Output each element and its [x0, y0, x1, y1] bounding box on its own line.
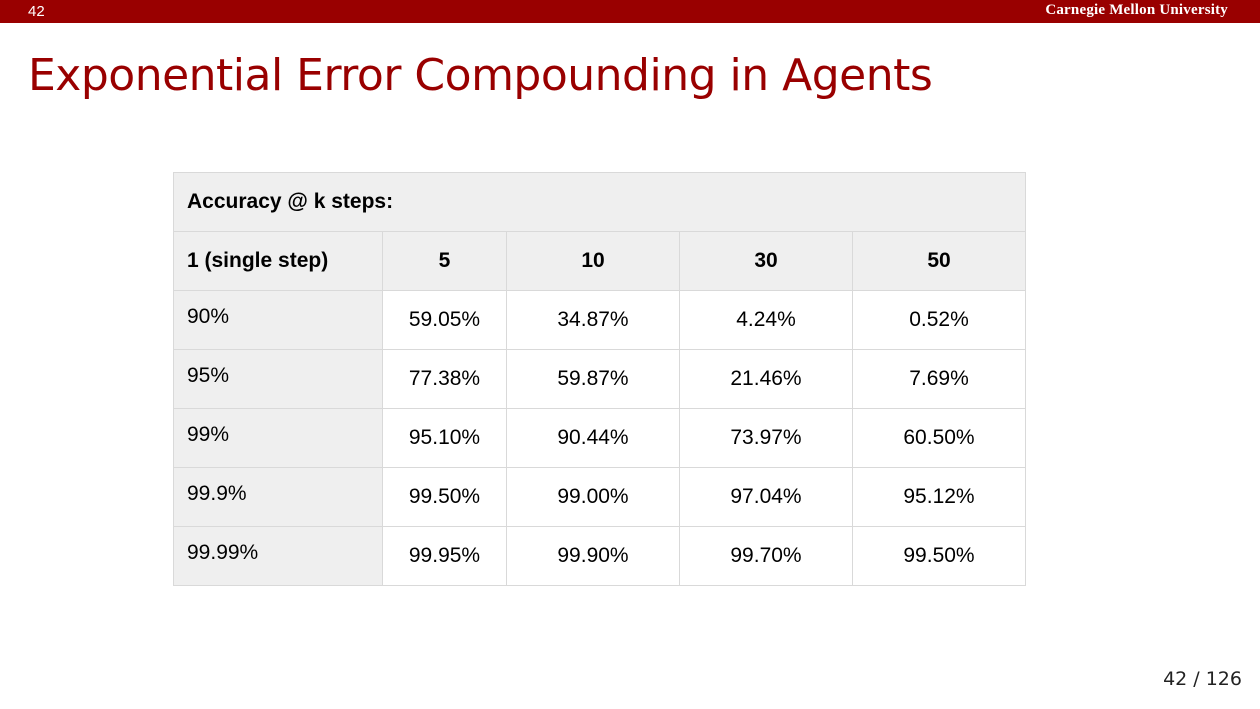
column-header: 5: [382, 231, 507, 291]
column-header: 1 (single step): [173, 231, 383, 291]
table-cell: 0.52%: [852, 290, 1026, 350]
table-cell: 90.44%: [506, 408, 680, 468]
table-caption: Accuracy @ k steps:: [173, 172, 1026, 232]
table-cell: 95.10%: [382, 408, 507, 468]
table-cell: 60.50%: [852, 408, 1026, 468]
table-cell: 4.24%: [679, 290, 853, 350]
top-bar: 42 Carnegie Mellon University: [0, 0, 1260, 23]
table-cell: 73.97%: [679, 408, 853, 468]
row-header: 90%: [173, 290, 383, 350]
table-cell: 7.69%: [852, 349, 1026, 409]
table-cell: 21.46%: [679, 349, 853, 409]
table-row: 90% 59.05% 34.87% 4.24% 0.52%: [173, 290, 1026, 350]
table-cell: 34.87%: [506, 290, 680, 350]
table-cell: 99.95%: [382, 526, 507, 586]
table-cell: 95.12%: [852, 467, 1026, 527]
column-header: 50: [852, 231, 1026, 291]
row-header: 99.99%: [173, 526, 383, 586]
table-row: 95% 77.38% 59.87% 21.46% 7.69%: [173, 349, 1026, 409]
table-cell: 97.04%: [679, 467, 853, 527]
column-header: 30: [679, 231, 853, 291]
university-logo: Carnegie Mellon University: [1045, 2, 1228, 18]
row-header: 95%: [173, 349, 383, 409]
row-header: 99.9%: [173, 467, 383, 527]
table-cell: 99.90%: [506, 526, 680, 586]
table-row: 99.99% 99.95% 99.90% 99.70% 99.50%: [173, 526, 1026, 586]
table-caption-row: Accuracy @ k steps:: [173, 172, 1026, 232]
table-cell: 99.00%: [506, 467, 680, 527]
row-header: 99%: [173, 408, 383, 468]
table-row: 99% 95.10% 90.44% 73.97% 60.50%: [173, 408, 1026, 468]
column-header: 10: [506, 231, 680, 291]
table-cell: 77.38%: [382, 349, 507, 409]
table-cell: 99.50%: [852, 526, 1026, 586]
page-indicator: 42 / 126: [1163, 668, 1242, 690]
table-cell: 59.87%: [506, 349, 680, 409]
table-header-row: 1 (single step) 5 10 30 50: [173, 231, 1026, 291]
table-cell: 99.70%: [679, 526, 853, 586]
table-cell: 59.05%: [382, 290, 507, 350]
table-cell: 99.50%: [382, 467, 507, 527]
accuracy-table: Accuracy @ k steps: 1 (single step) 5 10…: [173, 172, 1026, 586]
table-row: 99.9% 99.50% 99.00% 97.04% 95.12%: [173, 467, 1026, 527]
slide-title: Exponential Error Compounding in Agents: [28, 50, 933, 101]
slide-number: 42: [28, 3, 45, 20]
